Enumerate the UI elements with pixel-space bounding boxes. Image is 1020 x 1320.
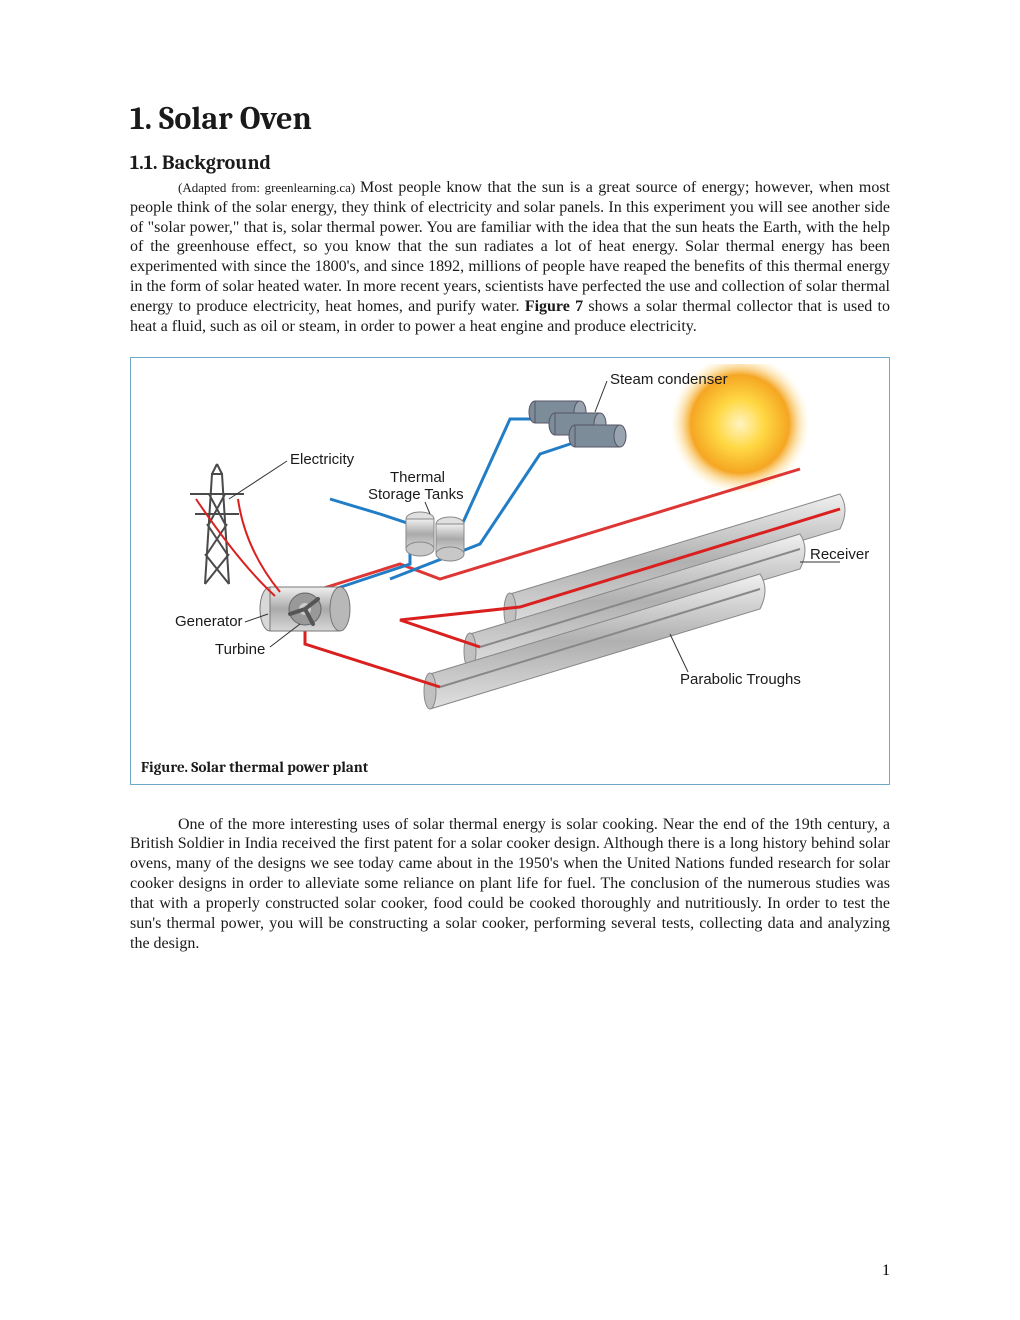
para2-text: One of the more interesting uses of sola… xyxy=(130,816,890,952)
solar-thermal-diagram: Steam condenser Electricity Thermal Stor… xyxy=(137,364,883,754)
label-generator: Generator xyxy=(175,613,243,630)
figure-caption: Figure. Solar thermal power plant xyxy=(137,754,883,778)
section-heading: 1. Solar Oven xyxy=(130,100,890,137)
label-storage-tanks: Storage Tanks xyxy=(368,486,464,503)
paragraph-1: (Adapted from: greenlearning.ca) Most pe… xyxy=(130,178,890,337)
label-turbine: Turbine xyxy=(215,641,265,658)
label-steam-condenser: Steam condenser xyxy=(610,371,728,388)
label-electricity: Electricity xyxy=(290,451,355,468)
paragraph-2: One of the more interesting uses of sola… xyxy=(130,815,890,954)
page-number: 1 xyxy=(882,1262,890,1280)
figure-reference: Figure 7 xyxy=(525,298,583,315)
figure-container: Steam condenser Electricity Thermal Stor… xyxy=(130,357,890,785)
page: 1. Solar Oven 1.1. Background (Adapted f… xyxy=(0,0,1020,1320)
label-parabolic-troughs: Parabolic Troughs xyxy=(680,671,801,688)
adapted-from: (Adapted from: greenlearning.ca) xyxy=(178,180,360,195)
label-receiver: Receiver xyxy=(810,546,869,563)
label-thermal: Thermal xyxy=(390,469,445,486)
para1-text-a: Most people know that the sun is a great… xyxy=(130,179,890,315)
subsection-heading: 1.1. Background xyxy=(130,151,890,174)
